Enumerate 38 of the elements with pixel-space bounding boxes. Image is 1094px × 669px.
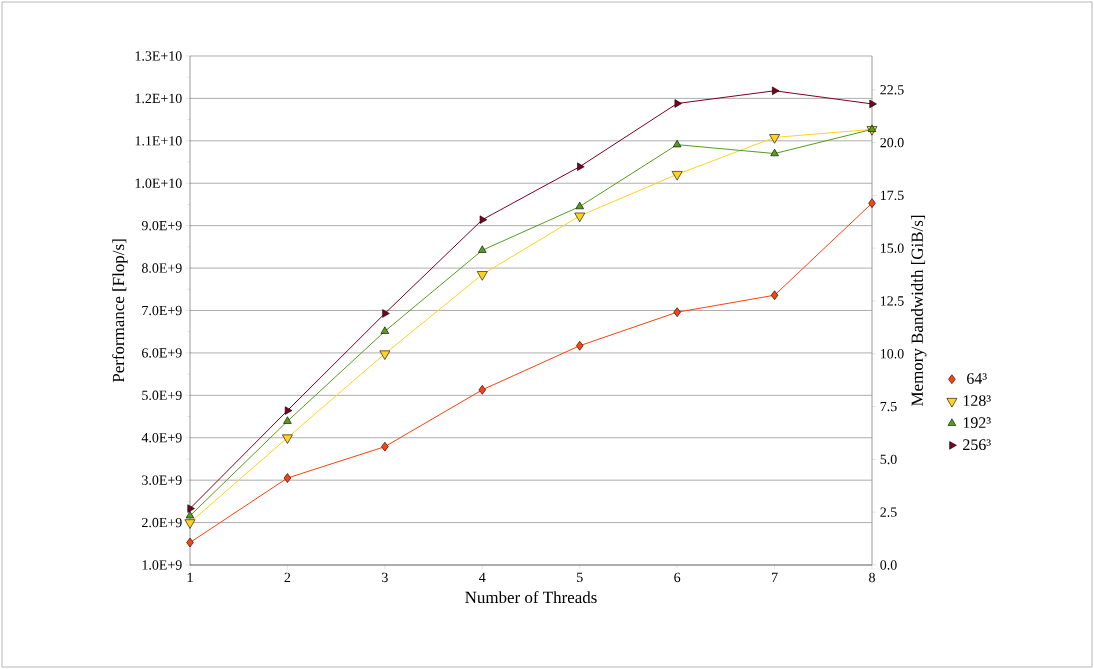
y-tick-label: 8.0E+9 — [141, 263, 182, 273]
x-tick-label: 7 — [772, 572, 778, 582]
legend-label: 64³ — [967, 373, 987, 384]
y-tick-label: 7.0E+9 — [142, 305, 182, 316]
y2-tick-label: 0.0 — [880, 560, 897, 570]
y2-tick-label: 20.0 — [880, 137, 904, 148]
y-tick-label: 1.0E+9 — [142, 560, 182, 570]
y-tick-label: 3.0E+9 — [142, 475, 182, 485]
y2-tick-label: 17.5 — [881, 190, 904, 201]
y-tick-label: 1.1E+10 — [135, 136, 182, 146]
y-tick-label: 9.0E+9 — [141, 220, 182, 231]
x-tick-label: 1 — [187, 572, 193, 582]
y2-tick-label: 10.0 — [881, 349, 904, 359]
y2-tick-label: 12.5 — [881, 296, 904, 306]
x-tick-label: 5 — [577, 572, 583, 583]
y-tick-label: 6.0E+9 — [142, 348, 182, 358]
y2-axis-title: Memory Bandwidth [GiB/s] — [911, 215, 927, 406]
x-tick-label: 8 — [869, 572, 875, 583]
x-tick-label: 6 — [674, 572, 681, 583]
y-tick-label: 5.0E+9 — [142, 390, 182, 401]
legend-label: 192³ — [963, 417, 991, 429]
y-tick-label: 2.0E+9 — [142, 517, 182, 528]
y2-tick-label: 15.0 — [881, 243, 904, 253]
y-tick-label: 1.0E+10 — [135, 178, 182, 188]
y-tick-label: 1.2E+10 — [135, 93, 182, 104]
y-tick-label: 4.0E+9 — [141, 433, 182, 443]
y2-tick-label: 7.5 — [880, 401, 897, 412]
x-tick-label: 3 — [382, 572, 388, 583]
y-axis-title: Performance [Flop/s] — [112, 239, 128, 383]
y2-tick-label: 5.0 — [880, 454, 897, 465]
x-axis-title: Number of Threads — [465, 591, 597, 604]
legend-label: 256³ — [963, 439, 991, 451]
y2-tick-label: 2.5 — [880, 507, 897, 517]
x-tick-label: 2 — [284, 572, 291, 583]
y2-tick-label: 22.5 — [880, 85, 904, 95]
x-tick-label: 4 — [479, 572, 486, 582]
legend-label: 128³ — [963, 395, 991, 406]
y-tick-label: 1.3E+10 — [135, 51, 182, 61]
